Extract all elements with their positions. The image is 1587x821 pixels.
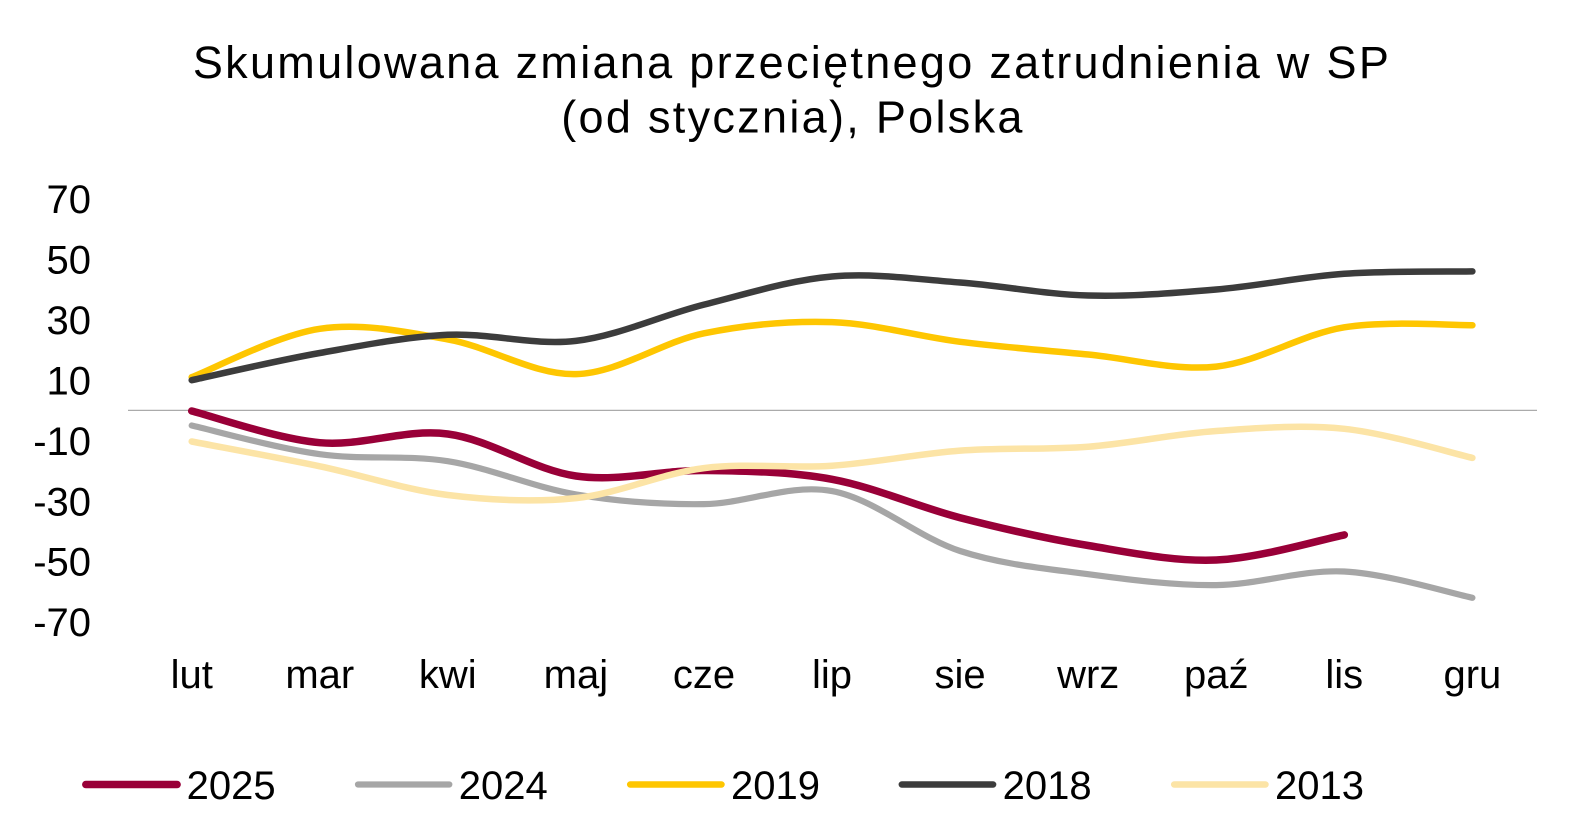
svg-text:2025: 2025 (187, 764, 276, 808)
svg-text:lis: lis (1325, 653, 1363, 697)
svg-text:lut: lut (171, 653, 213, 697)
svg-text:-30: -30 (33, 480, 91, 524)
svg-text:gru: gru (1443, 653, 1501, 697)
svg-text:-70: -70 (33, 601, 91, 645)
svg-text:lip: lip (812, 653, 852, 697)
svg-text:30: 30 (47, 299, 92, 343)
svg-text:2019: 2019 (731, 764, 820, 808)
svg-text:70: 70 (47, 178, 92, 222)
svg-text:-10: -10 (33, 420, 91, 464)
svg-text:Skumulowana zmiana przeciętneg: Skumulowana zmiana przeciętnego zatrudni… (193, 37, 1391, 88)
svg-text:kwi: kwi (419, 653, 477, 697)
svg-text:paź: paź (1184, 653, 1249, 697)
svg-text:-50: -50 (33, 541, 91, 585)
svg-text:maj: maj (544, 653, 608, 697)
svg-text:wrz: wrz (1056, 653, 1119, 697)
svg-text:2024: 2024 (459, 764, 548, 808)
svg-text:2018: 2018 (1003, 764, 1092, 808)
svg-text:(od stycznia), Polska: (od stycznia), Polska (561, 92, 1024, 143)
svg-text:2013: 2013 (1275, 764, 1364, 808)
svg-text:cze: cze (673, 653, 735, 697)
svg-text:sie: sie (935, 653, 986, 697)
svg-text:10: 10 (47, 359, 92, 403)
svg-text:mar: mar (285, 653, 354, 697)
svg-text:50: 50 (47, 239, 92, 283)
